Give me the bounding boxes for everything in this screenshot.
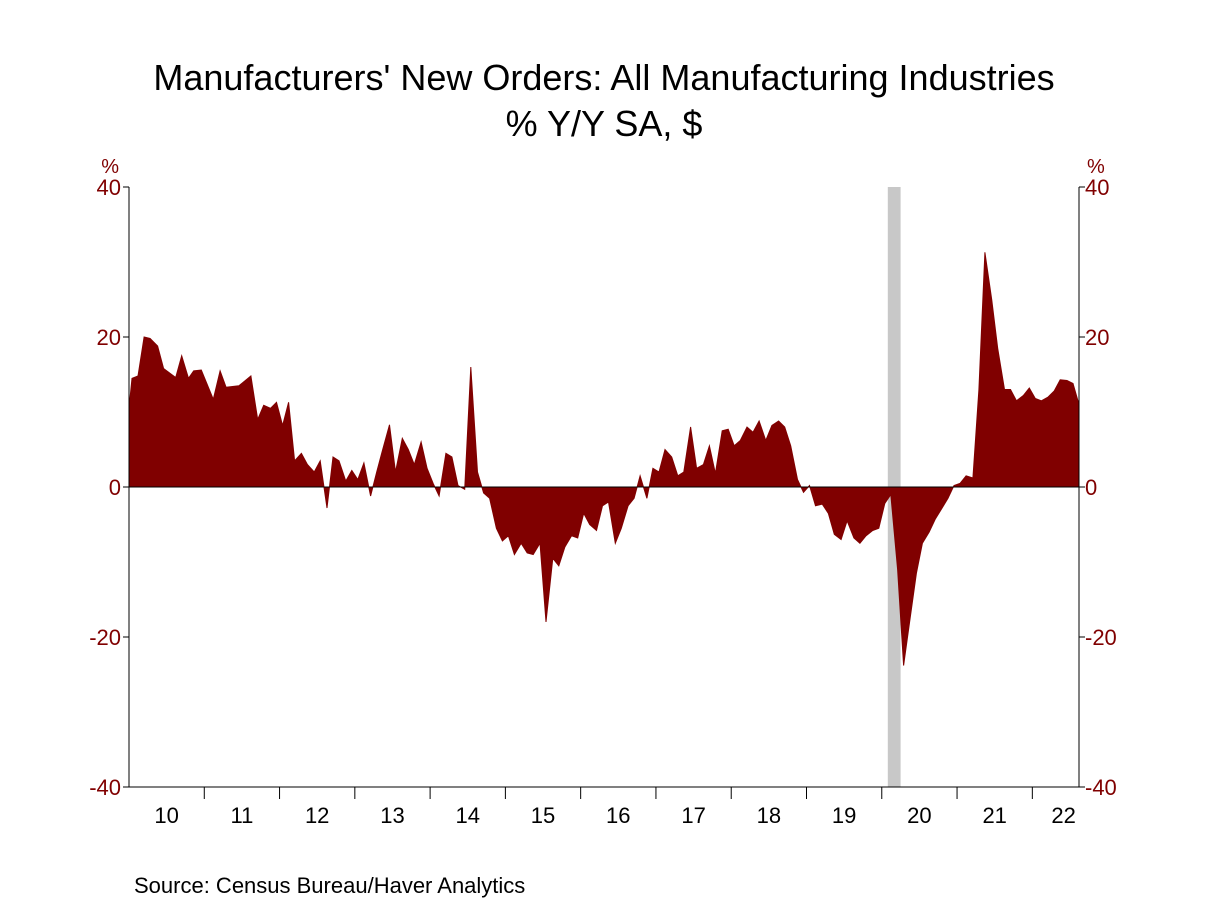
x-tick-label: 14 — [456, 803, 480, 828]
x-tick-label: 18 — [757, 803, 781, 828]
y-tick-label-left: -20 — [89, 625, 121, 650]
x-tick-label: 11 — [230, 803, 253, 828]
x-tick-label: 19 — [832, 803, 856, 828]
y-tick-label-right: 20 — [1085, 325, 1109, 350]
series-area — [128, 252, 1080, 666]
source-note: Source: Census Bureau/Haver Analytics — [134, 873, 526, 898]
y-tick-label-left: 20 — [97, 325, 121, 350]
y-tick-label-left: 0 — [109, 475, 121, 500]
y-tick-label-right: 0 — [1085, 475, 1097, 500]
chart-subtitle: % Y/Y SA, $ — [505, 103, 703, 144]
y-tick-label-right: -40 — [1085, 775, 1117, 800]
x-tick-label: 13 — [380, 803, 404, 828]
y-unit-left: % — [101, 156, 119, 178]
y-tick-label-right: 40 — [1085, 175, 1109, 200]
x-tick-label: 15 — [531, 803, 555, 828]
x-tick-label: 21 — [982, 803, 1006, 828]
x-tick-label: 22 — [1051, 803, 1075, 828]
y-tick-label-right: -20 — [1085, 625, 1117, 650]
y-tick-label-left: -40 — [89, 775, 121, 800]
x-tick-label: 16 — [606, 803, 630, 828]
y-tick-label-left: 40 — [97, 175, 121, 200]
x-tick-label: 20 — [907, 803, 931, 828]
y-unit-right: % — [1087, 156, 1105, 178]
x-tick-label: 12 — [305, 803, 329, 828]
x-tick-label: 10 — [154, 803, 178, 828]
chart-title: Manufacturers' New Orders: All Manufactu… — [153, 57, 1055, 98]
x-tick-label: 17 — [681, 803, 705, 828]
